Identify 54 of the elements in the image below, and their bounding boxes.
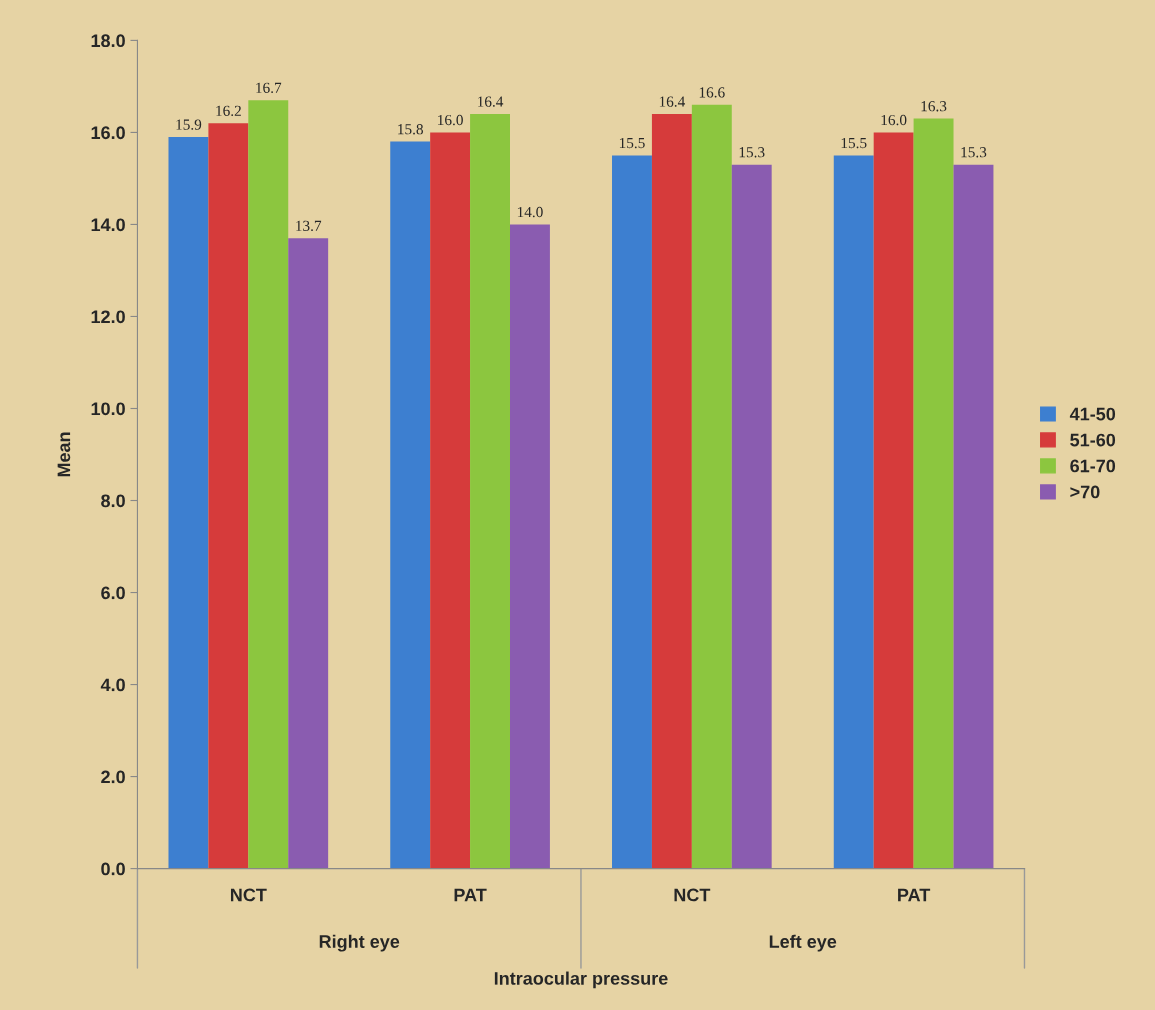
data-label: 15.5	[619, 137, 645, 149]
bar	[168, 137, 209, 869]
y-tick-label: 10.0	[91, 402, 125, 416]
y-tick-label: 4.0	[100, 678, 125, 692]
data-label: 15.5	[841, 137, 867, 149]
data-label: 15.8	[398, 124, 423, 135]
data-label: 16.7	[256, 82, 282, 94]
data-label: 16.0	[438, 114, 463, 126]
x-tick-label: PAT	[454, 888, 487, 902]
y-tick-label: 16.0	[91, 126, 125, 140]
y-tick-label: 0.0	[101, 862, 125, 876]
data-label: 14.0	[517, 206, 543, 218]
legend-label: 51-60	[1070, 433, 1116, 447]
bar	[691, 104, 732, 869]
y-tick-label: 2.0	[101, 770, 125, 784]
data-label: 16.3	[921, 101, 947, 112]
legend-label: 61-70	[1070, 459, 1116, 473]
bar	[208, 123, 249, 869]
y-tick-label: 14.0	[91, 218, 125, 232]
data-label: 16.6	[699, 87, 725, 98]
bar	[913, 118, 954, 869]
bar	[953, 164, 994, 869]
data-label: 16.4	[478, 96, 504, 107]
data-label: 15.3	[961, 147, 987, 158]
bar	[873, 132, 914, 869]
data-label: 16.2	[216, 105, 241, 117]
data-label: 16.0	[881, 114, 907, 126]
text: Right eye	[319, 934, 400, 952]
bar	[390, 141, 431, 869]
y-axis-title: Mean	[57, 432, 71, 477]
x-tick-label: PAT	[898, 888, 931, 902]
x-tick-label: NCT	[230, 888, 267, 902]
bar	[510, 224, 550, 869]
y-tick-label: 18.0	[91, 34, 125, 48]
bar	[248, 100, 289, 869]
x-tick-label: NCT	[674, 888, 711, 902]
legend-label: 41-50	[1069, 407, 1116, 421]
x-axis-title: Intraocular pressure	[494, 971, 668, 989]
data-label: 15.3	[739, 147, 765, 158]
bar	[731, 164, 772, 869]
y-tick-label: 12.0	[91, 310, 125, 324]
legend-label: >70	[1070, 485, 1100, 499]
bar	[833, 155, 874, 869]
bar	[288, 238, 329, 869]
data-label: 16.4	[659, 96, 686, 107]
bar	[612, 155, 652, 869]
text: Left eye	[769, 934, 837, 952]
data-label: 15.9	[176, 119, 202, 130]
bar	[470, 114, 510, 869]
bar	[430, 132, 471, 869]
y-tick-label: 8.0	[101, 494, 125, 508]
bar	[651, 114, 692, 869]
y-tick-label: 6.0	[101, 586, 125, 600]
data-label: 13.7	[296, 220, 322, 232]
